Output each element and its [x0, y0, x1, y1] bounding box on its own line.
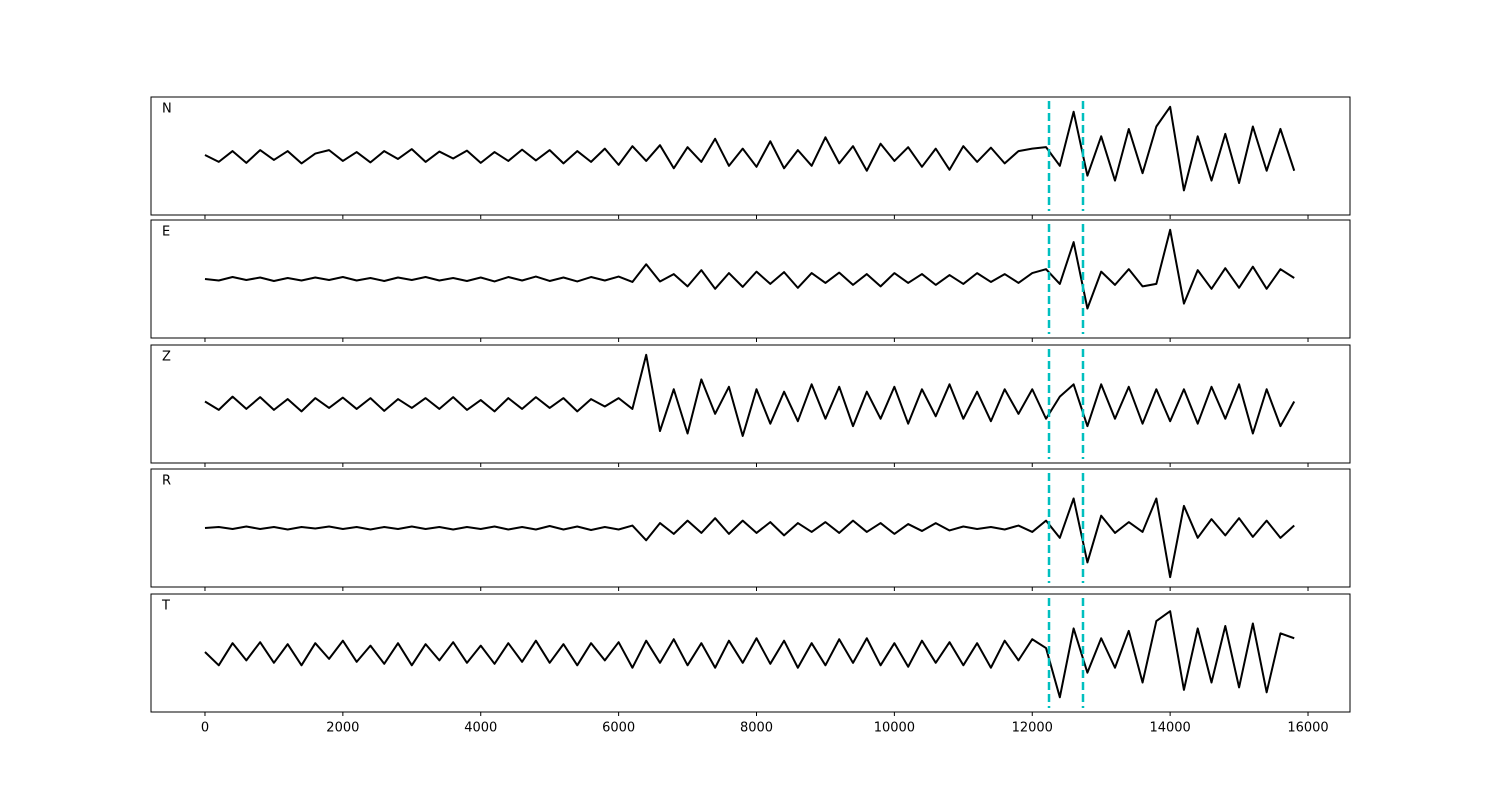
- panel-frame: [150, 468, 1351, 588]
- x-tick-label: 6000: [602, 721, 635, 736]
- x-tick-label: 8000: [740, 721, 773, 736]
- panel-label: N: [162, 102, 172, 117]
- x-tick-label: 2000: [326, 721, 359, 736]
- panel-label: E: [162, 225, 170, 240]
- panel-label: Z: [162, 350, 171, 365]
- panel-label: T: [161, 599, 170, 614]
- x-tick-label: 14000: [1149, 721, 1190, 736]
- trace: [204, 610, 1295, 699]
- x-tick-label: 4000: [464, 721, 497, 736]
- panel-frame: [150, 344, 1351, 464]
- panel-label: R: [162, 474, 171, 489]
- trace: [204, 353, 1296, 437]
- x-tick-label: 16000: [1287, 721, 1328, 736]
- trace: [204, 105, 1296, 192]
- x-tick-label: 0: [201, 721, 209, 736]
- panel-frame: [150, 219, 1351, 339]
- trace: [204, 228, 1295, 310]
- x-tick-label: 10000: [874, 721, 915, 736]
- panel-frame: [150, 96, 1351, 216]
- x-tick-label: 12000: [1012, 721, 1053, 736]
- trace: [204, 497, 1295, 579]
- panel-frame: [150, 593, 1351, 713]
